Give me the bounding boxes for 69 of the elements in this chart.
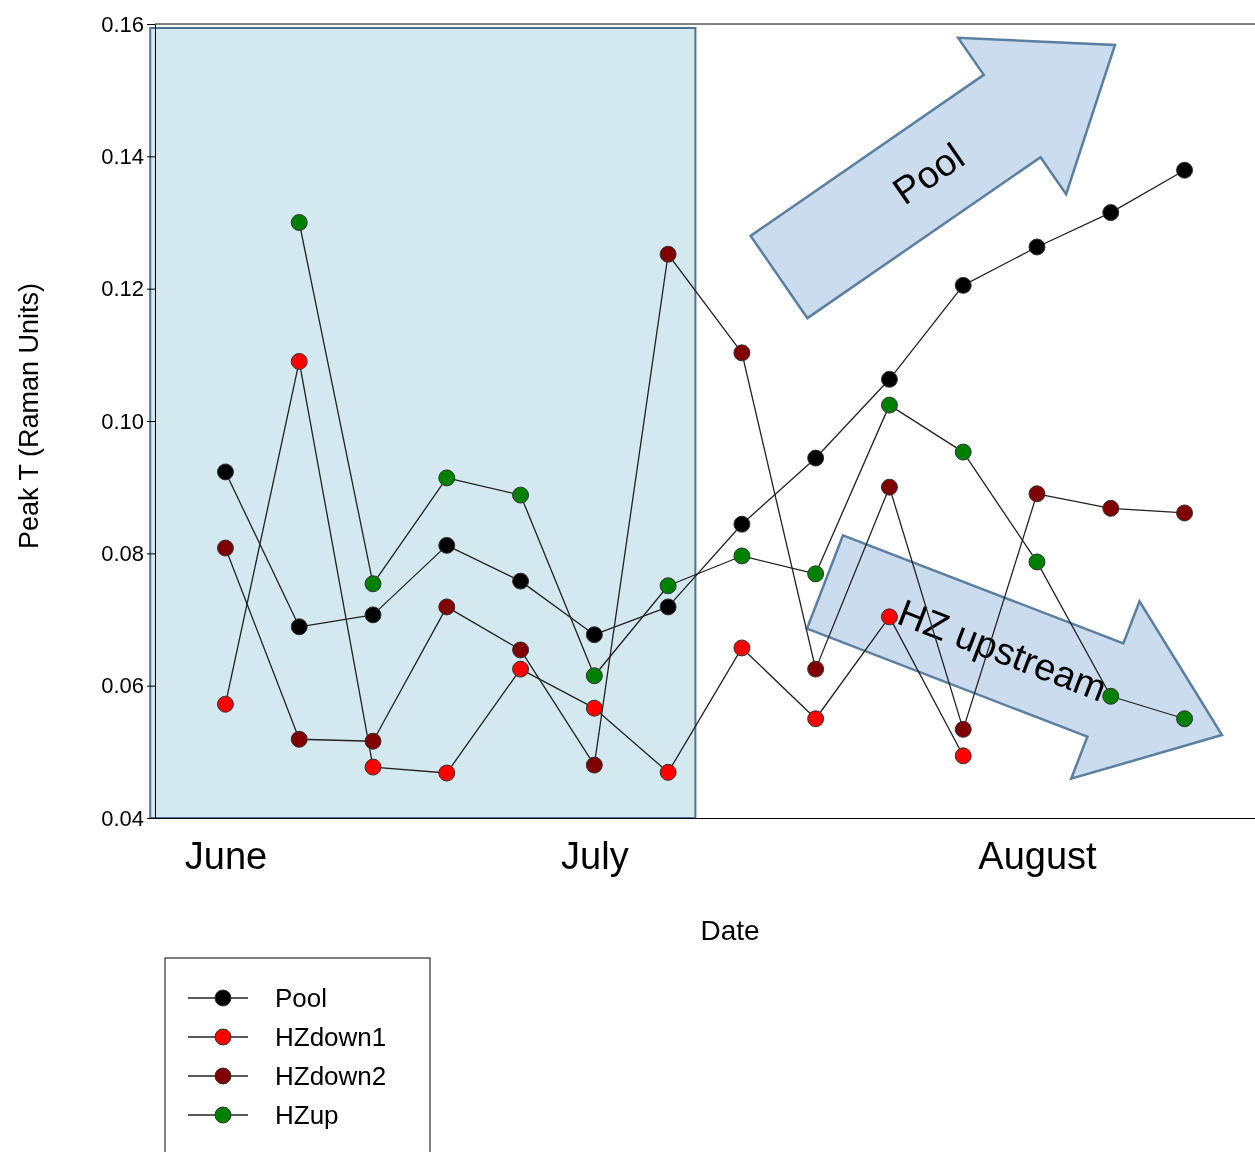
point (733, 515, 751, 533)
point (364, 758, 382, 776)
point (438, 598, 456, 616)
point (880, 608, 898, 626)
x-axis-title: Date (700, 915, 760, 946)
point (807, 710, 825, 728)
point (807, 565, 825, 583)
x-tick-label: June (184, 834, 268, 877)
point (1102, 204, 1120, 222)
point (954, 747, 972, 765)
point (585, 699, 603, 717)
y-tick-label: 0.06 (101, 673, 144, 699)
point (1176, 161, 1194, 179)
y-tick-label: 0.08 (101, 540, 144, 566)
point (954, 720, 972, 738)
point (290, 352, 308, 370)
point (512, 572, 530, 590)
point (659, 763, 677, 781)
point (659, 245, 677, 263)
point (659, 598, 677, 616)
point (290, 730, 308, 748)
point (585, 667, 603, 685)
point (733, 344, 751, 362)
point (585, 626, 603, 644)
point (880, 396, 898, 414)
y-tick-label: 0.16 (101, 11, 144, 37)
legend-label: Pool (275, 983, 328, 1013)
point (585, 756, 603, 774)
y-tick-label: 0.04 (101, 805, 144, 831)
point (364, 606, 382, 624)
point (954, 276, 972, 294)
point (512, 486, 530, 504)
point (1176, 504, 1194, 522)
point (659, 577, 677, 595)
point (1028, 485, 1046, 503)
y-tick-label: 0.10 (101, 408, 144, 434)
point (1028, 553, 1046, 571)
y-axis-title: Peak T (Raman Units) (14, 282, 44, 550)
point (1176, 710, 1194, 728)
point (1028, 238, 1046, 256)
y-tick-label: 0.12 (101, 276, 144, 302)
point (438, 469, 456, 487)
point (364, 732, 382, 750)
x-tick-label: July (561, 834, 629, 877)
point (1102, 499, 1120, 517)
point (807, 449, 825, 467)
point (1102, 687, 1120, 705)
point (438, 764, 456, 782)
point (290, 618, 308, 636)
annotation: Pool (885, 134, 972, 213)
point (733, 547, 751, 565)
point (216, 695, 234, 713)
legend-label: HZup (275, 1100, 339, 1130)
point (216, 463, 234, 481)
point (733, 639, 751, 657)
point (512, 660, 530, 678)
y-tick-label: 0.14 (101, 143, 144, 169)
legend-label: HZdown2 (275, 1061, 387, 1091)
point (216, 539, 234, 557)
point (807, 660, 825, 678)
legend-label: HZdown1 (275, 1022, 387, 1052)
point (364, 575, 382, 593)
point (438, 536, 456, 554)
point (954, 443, 972, 461)
point (880, 478, 898, 496)
point (512, 641, 530, 659)
point (880, 370, 898, 388)
x-tick-label: August (978, 834, 1098, 877)
point (290, 214, 308, 231)
